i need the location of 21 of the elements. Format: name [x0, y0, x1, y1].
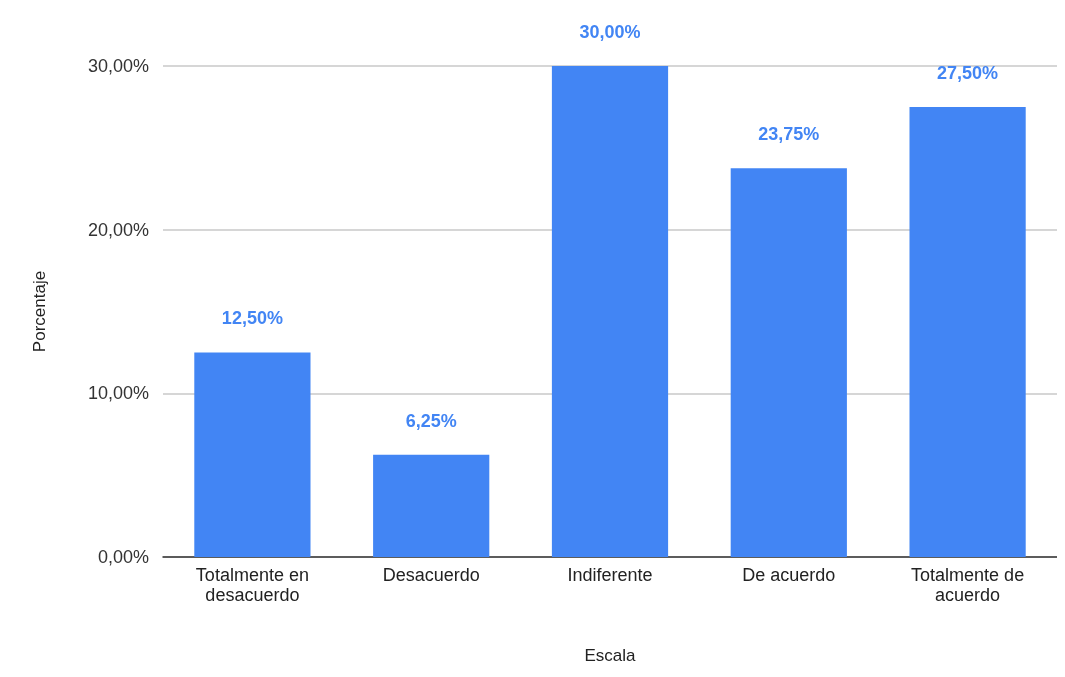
- bar: [909, 106, 1026, 557]
- x-axis-title: Escala: [584, 646, 637, 665]
- bar: [373, 454, 490, 557]
- bar: [551, 66, 669, 557]
- x-tick-label: Indiferente: [567, 565, 653, 585]
- y-tick-label: 10,00%: [87, 383, 149, 404]
- data-label: 23,75%: [758, 124, 820, 145]
- data-label: 6,25%: [405, 410, 457, 431]
- y-tick-label: 20,00%: [87, 219, 149, 240]
- x-tick-label: Desacuerdo: [382, 565, 480, 585]
- bar: [194, 352, 311, 557]
- y-tick-label: 30,00%: [87, 56, 149, 76]
- data-label: 12,50%: [221, 308, 283, 329]
- y-tick-label: 0,00%: [97, 547, 149, 567]
- y-axis-title: Porcentaje: [30, 270, 49, 353]
- bar: [730, 168, 847, 557]
- data-label: 30,00%: [579, 22, 641, 42]
- x-tick-label: Totalmente de acuerdo: [911, 565, 1025, 605]
- x-tick-label: Totalmente en desacuerdo: [195, 565, 309, 605]
- data-label: 27,50%: [937, 62, 999, 83]
- x-tick-label: De acuerdo: [742, 565, 836, 585]
